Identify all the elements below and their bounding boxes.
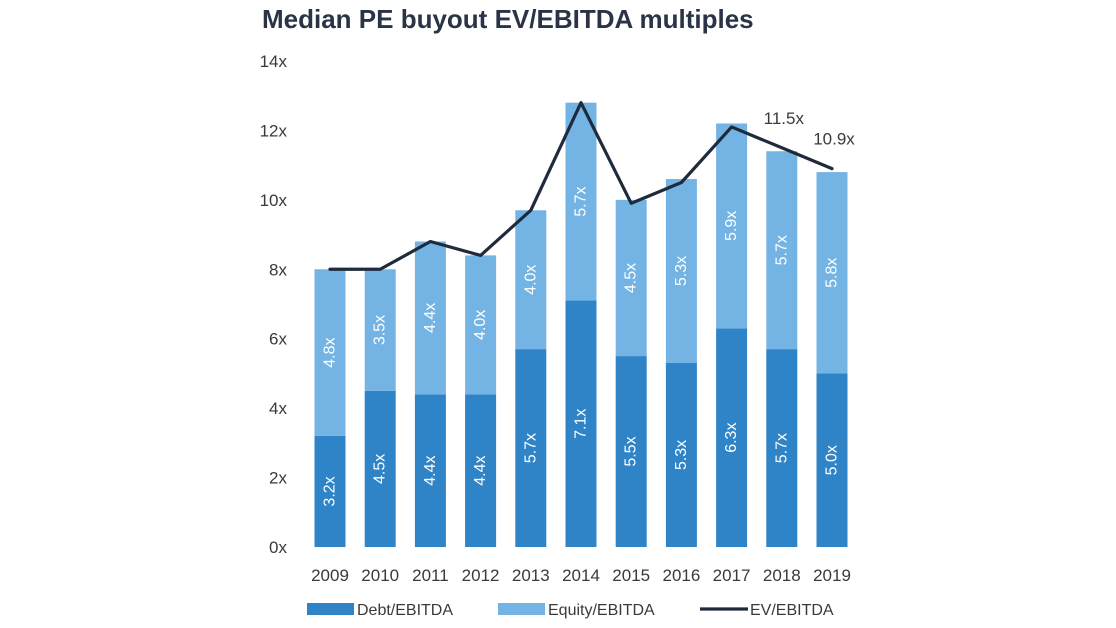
y-tick-label: 8x [269,260,287,279]
debt-data-label: 5.3x [673,440,690,470]
equity-data-label: 4.0x [522,265,539,295]
chart-title: Median PE buyout EV/EBITDA multiples [262,4,754,34]
equity-bar [716,123,748,329]
equity-bar [565,102,597,301]
equity-data-label: 5.7x [773,235,790,265]
x-tick-label: 2012 [462,566,500,585]
debt-bar [615,356,647,547]
ev-annotation: 11.5x [764,109,805,128]
debt-data-label: 5.0x [824,445,841,475]
x-tick-label: 2009 [311,566,349,585]
equity-bar [816,172,848,374]
equity-data-label: 4.4x [422,303,439,333]
y-tick-label: 10x [260,191,288,210]
x-tick-label: 2017 [713,566,751,585]
debt-data-label: 4.4x [422,456,439,486]
legend-swatch-equity [498,603,545,615]
equity-data-label: 4.0x [472,310,489,340]
equity-bar [465,255,497,395]
equity-data-label: 5.8x [824,258,841,288]
x-tick-label: 2011 [412,566,449,585]
y-tick-label: 6x [269,330,287,349]
debt-data-label: 6.3x [723,423,740,453]
y-tick-label: 0x [269,538,287,557]
equity-data-label: 5.9x [723,211,740,241]
x-tick-label: 2015 [612,566,650,585]
debt-data-label: 4.4x [472,456,489,486]
debt-bar [314,435,346,547]
debt-bar [816,373,848,547]
y-tick-label: 4x [269,399,287,418]
debt-data-label: 5.5x [623,436,640,466]
equity-data-label: 3.5x [372,315,389,345]
debt-bar [766,349,798,547]
debt-data-label: 5.7x [773,433,790,463]
equity-data-label: 5.3x [673,256,690,286]
debt-bar [465,394,497,547]
x-tick-label: 2016 [662,566,700,585]
debt-data-label: 4.5x [372,454,389,484]
ev-ebitda-line [328,101,834,271]
y-tick-label: 12x [260,121,288,140]
x-tick-label: 2013 [512,566,550,585]
debt-bar [364,390,396,547]
x-tick-label: 2010 [361,566,399,585]
x-tick-label: 2018 [763,566,801,585]
equity-bar [414,241,446,395]
legend-swatch-debt [307,603,354,615]
debt-data-label: 7.1x [573,409,590,439]
equity-bar [515,210,547,350]
legend-label-debt: Debt/EBITDA [357,602,453,619]
x-tick-label: 2019 [813,566,851,585]
debt-bar [414,394,446,547]
debt-bar [716,328,748,547]
legend-label-ev: EV/EBITDA [750,602,834,619]
equity-bar [766,151,798,350]
ev-annotation: 10.9x [813,130,855,149]
x-tick-label: 2014 [562,566,600,585]
equity-data-label: 4.8x [322,337,339,367]
debt-bar [565,300,597,547]
equity-data-label: 4.5x [623,263,640,293]
debt-data-label: 3.2x [322,476,339,506]
equity-bar [364,269,396,391]
equity-bar [665,179,697,364]
debt-bar [515,349,547,547]
equity-data-label: 5.7x [573,186,590,216]
equity-bar [615,199,647,357]
debt-bar [665,363,697,547]
equity-bar [314,269,346,436]
y-tick-label: 14x [260,52,288,71]
legend-label-equity: Equity/EBITDA [548,602,655,619]
y-tick-label: 2x [269,469,287,488]
debt-data-label: 5.7x [522,433,539,463]
